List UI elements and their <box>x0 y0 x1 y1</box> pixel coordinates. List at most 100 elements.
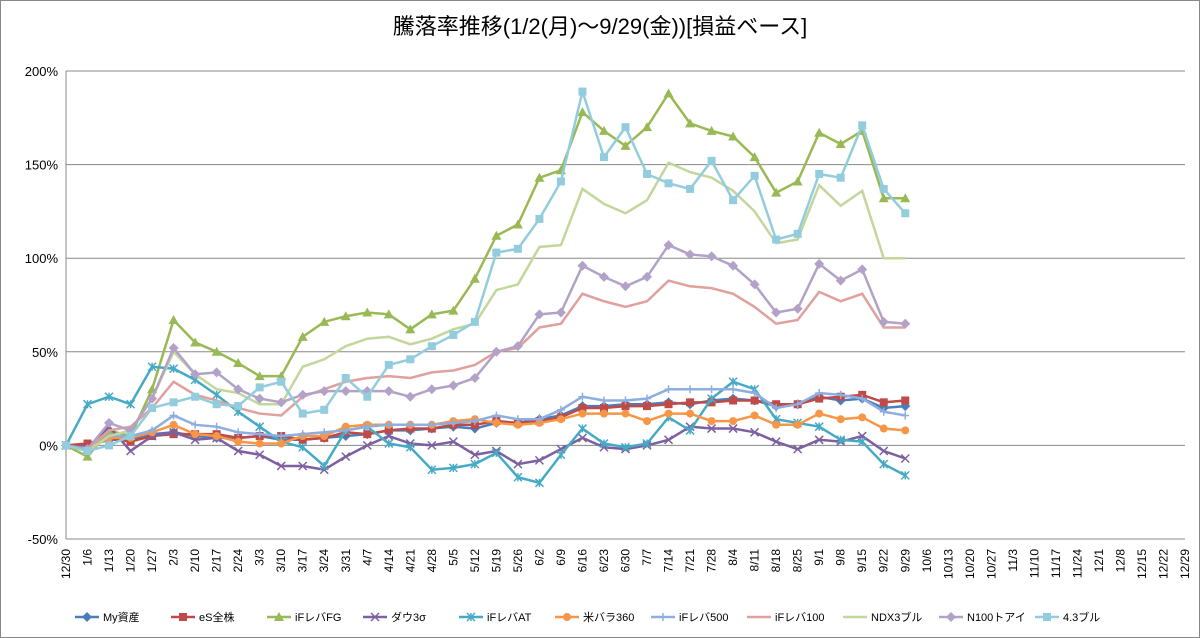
x-tick-label: 4/28 <box>425 549 439 573</box>
marker <box>599 403 608 412</box>
marker <box>729 385 738 394</box>
marker <box>686 409 695 418</box>
marker <box>126 432 135 441</box>
marker <box>771 187 782 197</box>
marker <box>297 331 308 341</box>
marker <box>771 307 782 318</box>
x-tick-label: 12/29 <box>1178 549 1192 579</box>
x-tick-label: 8/25 <box>791 549 805 573</box>
marker <box>298 430 307 439</box>
marker <box>900 453 910 464</box>
marker <box>191 420 200 429</box>
marker <box>169 427 179 437</box>
marker <box>750 171 759 180</box>
legend-label: eS全株 <box>199 610 234 624</box>
marker <box>255 422 265 432</box>
marker <box>83 447 92 456</box>
marker <box>534 478 544 488</box>
x-tick-label: 2/24 <box>231 549 245 573</box>
marker <box>384 438 394 449</box>
marker <box>857 437 867 447</box>
marker <box>513 472 523 482</box>
marker <box>878 316 889 327</box>
marker <box>105 441 114 450</box>
legend-label: 4.3ブル <box>1063 610 1100 624</box>
x-tick-label: 7/14 <box>662 549 676 573</box>
marker <box>534 172 545 182</box>
marker <box>815 169 824 178</box>
marker <box>276 461 286 471</box>
marker <box>556 415 565 424</box>
legend-label: iFレバAT <box>487 611 532 624</box>
marker <box>234 437 243 446</box>
marker <box>901 209 910 218</box>
marker <box>148 426 157 435</box>
marker <box>556 177 565 186</box>
marker <box>836 415 845 424</box>
marker <box>212 400 221 409</box>
legend-label: ダウ3σ <box>391 610 426 624</box>
marker <box>706 251 717 262</box>
marker <box>750 388 759 397</box>
marker <box>642 122 653 132</box>
marker <box>233 446 243 456</box>
x-tick-label: 7/7 <box>640 549 654 566</box>
marker <box>277 377 286 386</box>
marker <box>448 305 459 315</box>
legend-label: iFレバ100 <box>775 611 825 624</box>
x-tick-label: 8/4 <box>726 549 740 566</box>
marker <box>663 88 674 98</box>
marker <box>728 131 739 141</box>
marker <box>384 420 393 429</box>
x-tick-label: 7/28 <box>705 549 719 573</box>
marker <box>685 425 695 435</box>
marker <box>276 397 287 408</box>
marker <box>686 184 695 193</box>
marker <box>405 391 416 402</box>
marker <box>664 385 673 394</box>
marker <box>233 384 244 395</box>
marker <box>254 393 265 404</box>
y-tick-label: 100% <box>25 251 59 266</box>
marker <box>771 437 781 447</box>
marker <box>82 612 92 622</box>
marker <box>555 307 566 318</box>
x-tick-label: 8/11 <box>748 549 762 572</box>
marker <box>363 422 372 431</box>
marker <box>469 273 480 283</box>
marker <box>147 362 157 372</box>
marker <box>341 452 351 462</box>
marker <box>406 355 415 364</box>
marker <box>946 612 956 622</box>
x-tick-label: 11/10 <box>1027 549 1041 578</box>
marker <box>793 420 802 429</box>
series-line <box>65 412 906 451</box>
marker <box>427 342 436 351</box>
marker <box>900 470 910 480</box>
marker <box>168 314 179 324</box>
marker <box>298 442 308 452</box>
marker <box>340 386 351 397</box>
series-line <box>64 365 906 485</box>
marker <box>190 337 201 347</box>
marker <box>148 403 157 412</box>
marker <box>599 438 609 449</box>
x-tick-label: 11/24 <box>1070 549 1084 578</box>
marker <box>879 424 888 433</box>
marker <box>772 420 781 429</box>
marker <box>728 377 738 387</box>
x-tick-label: 6/2 <box>532 549 546 566</box>
marker <box>426 309 437 319</box>
y-tick-label: 0% <box>39 438 58 453</box>
marker <box>659 613 667 621</box>
legend-label: NDX3ブル <box>871 610 922 624</box>
marker <box>513 420 522 429</box>
marker <box>729 417 738 426</box>
marker <box>621 396 630 405</box>
marker <box>470 450 480 460</box>
x-tick-label: 3/17 <box>296 549 310 573</box>
marker <box>363 430 372 439</box>
marker <box>169 364 179 374</box>
marker <box>857 264 868 275</box>
marker <box>900 318 911 329</box>
